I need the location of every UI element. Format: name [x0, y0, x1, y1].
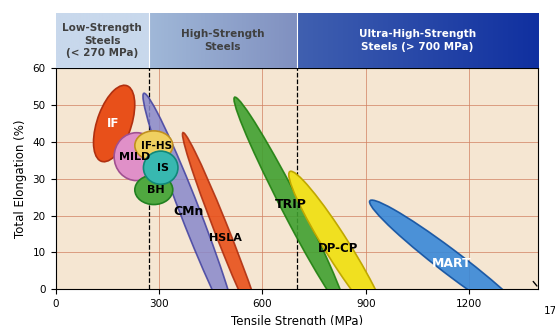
Ellipse shape: [93, 85, 135, 162]
Ellipse shape: [135, 131, 173, 160]
X-axis label: Tensile Strength (MPa): Tensile Strength (MPa): [231, 315, 363, 325]
Text: 1700: 1700: [544, 306, 555, 316]
Text: Low-Strength
Steels
(< 270 MPa): Low-Strength Steels (< 270 MPa): [62, 23, 142, 58]
Ellipse shape: [135, 175, 173, 204]
Text: DP-CP: DP-CP: [318, 242, 359, 255]
Text: IF-HS: IF-HS: [140, 141, 171, 150]
Ellipse shape: [114, 133, 159, 181]
Text: MILD: MILD: [119, 152, 150, 162]
Text: HSLA: HSLA: [209, 233, 241, 243]
Ellipse shape: [234, 97, 346, 312]
Text: CMn: CMn: [173, 205, 204, 218]
Text: Ultra-High-Strength
Steels (> 700 MPa): Ultra-High-Strength Steels (> 700 MPa): [359, 30, 476, 52]
Ellipse shape: [143, 93, 237, 325]
Ellipse shape: [370, 200, 534, 325]
Ellipse shape: [289, 171, 388, 325]
Text: High-Strength
Steels: High-Strength Steels: [181, 30, 265, 52]
Text: MART: MART: [432, 257, 472, 270]
Text: IF: IF: [107, 117, 120, 130]
Text: IS: IS: [157, 163, 169, 173]
Ellipse shape: [143, 151, 178, 184]
Ellipse shape: [183, 133, 266, 325]
Text: TRIP: TRIP: [275, 198, 307, 211]
Y-axis label: Total Elongation (%): Total Elongation (%): [14, 120, 27, 238]
Text: BH: BH: [147, 185, 164, 195]
